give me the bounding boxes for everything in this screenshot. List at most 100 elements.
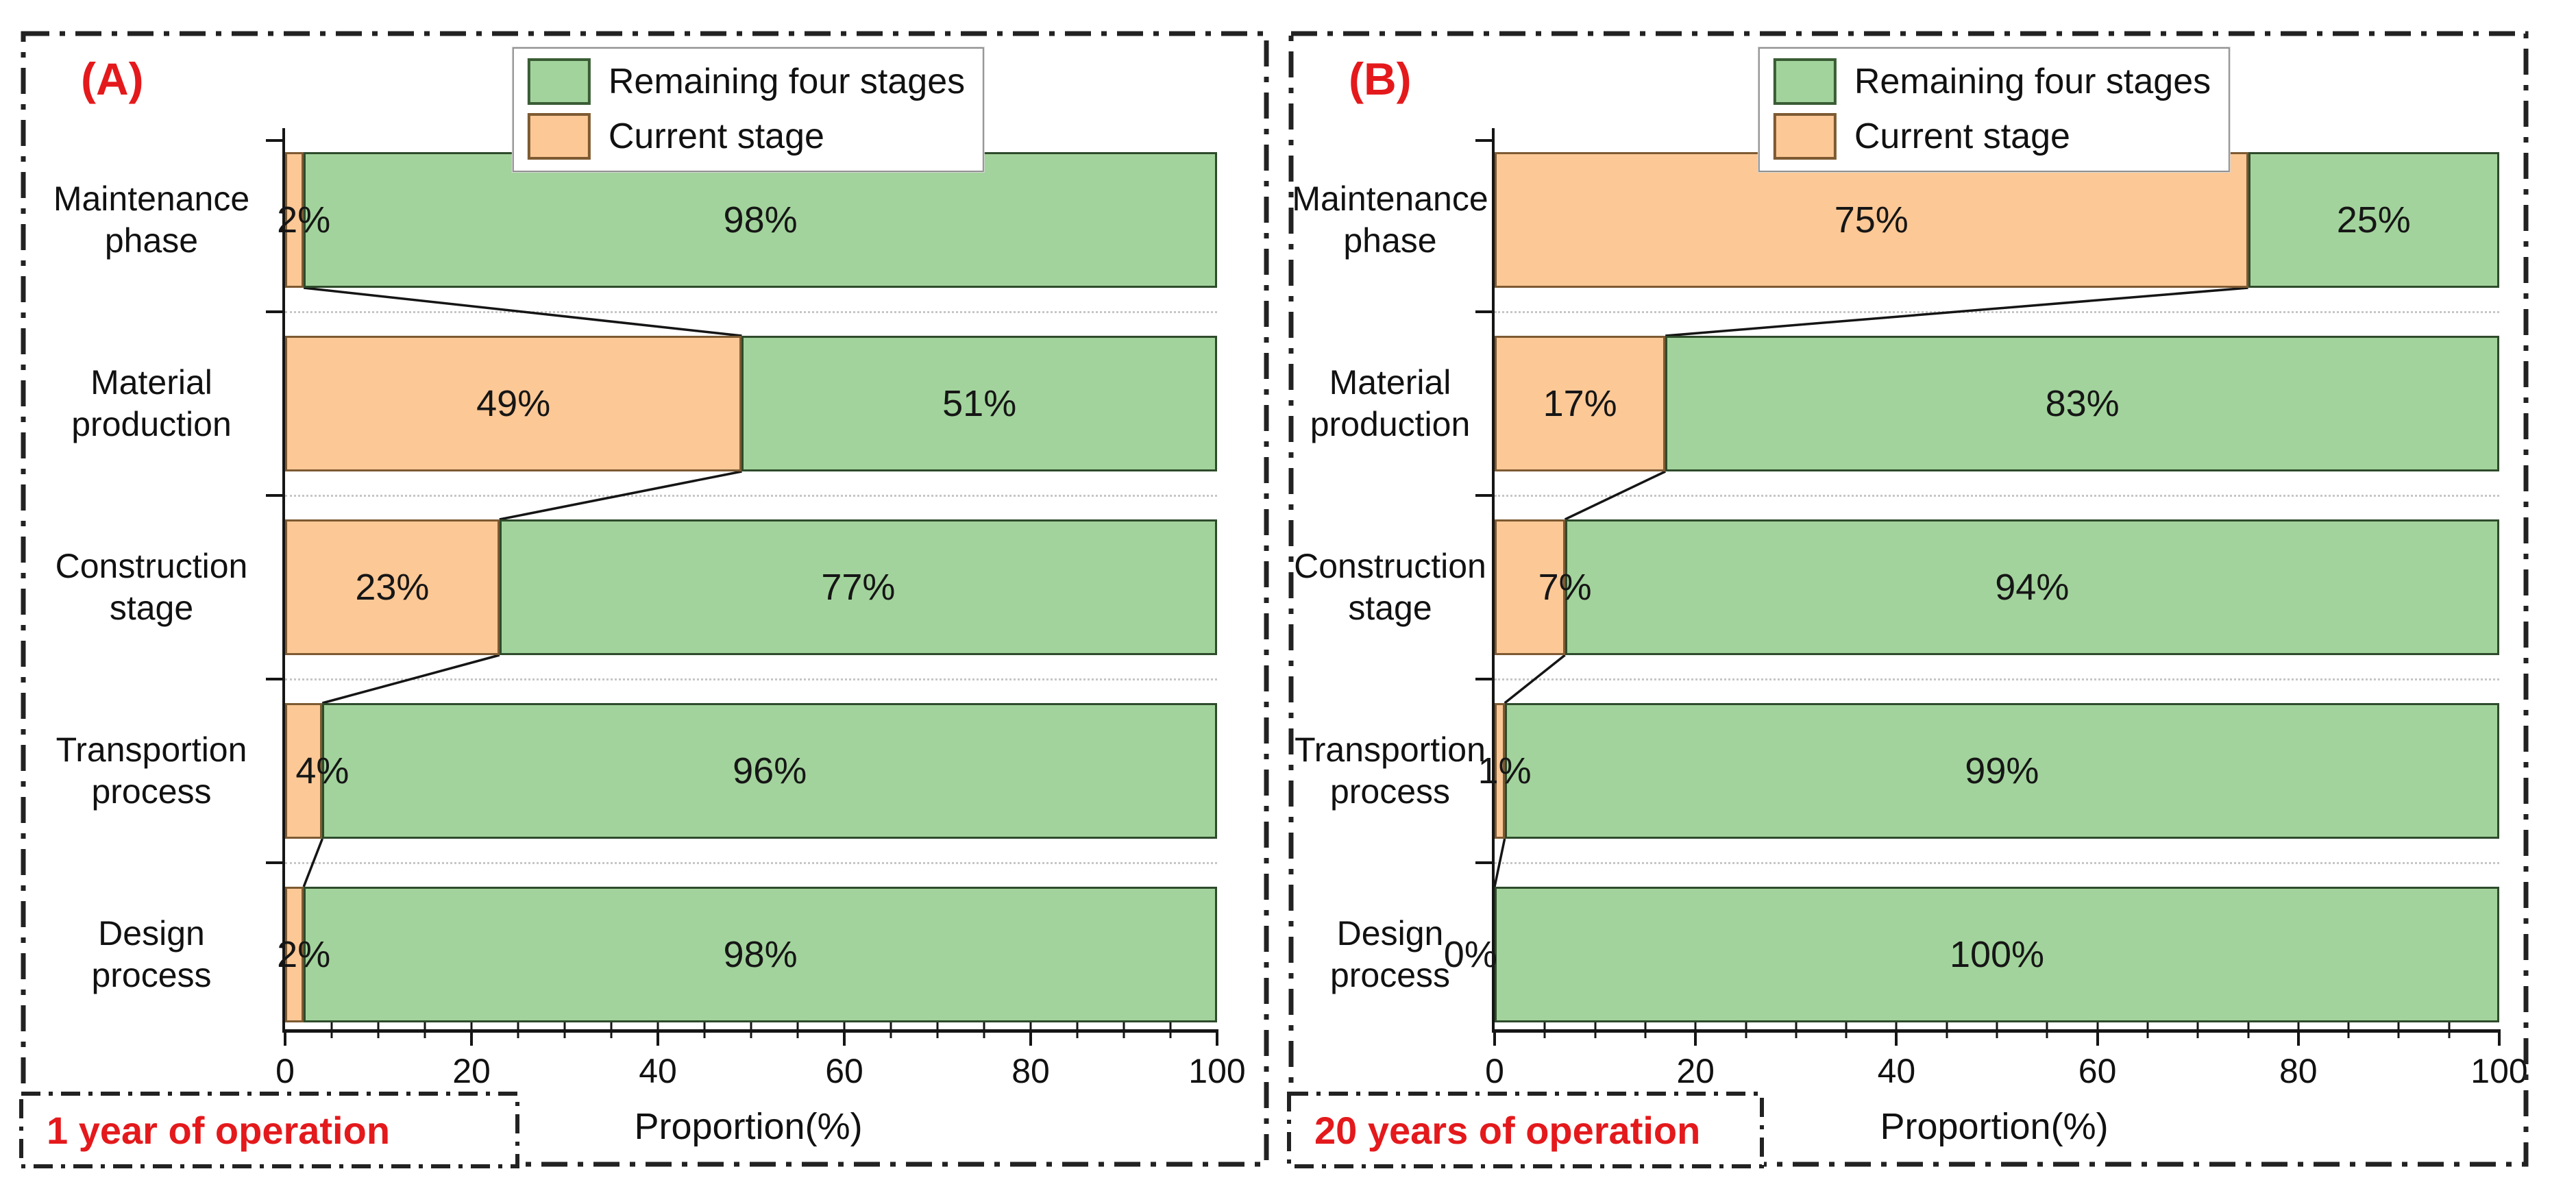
- connector-line: [1564, 470, 1666, 521]
- x-axis-minor-tick: [377, 1029, 380, 1038]
- x-axis-tick-label: 0: [1485, 1052, 1504, 1090]
- legend-label-remaining: Remaining four stages: [1854, 62, 2211, 101]
- x-axis-minor-tick: [796, 1029, 799, 1038]
- panel-b: (B) Remaining four stages Current stage …: [1287, 31, 2529, 1168]
- x-axis-minor-tick: [424, 1029, 426, 1038]
- x-axis-major-tick: [843, 1029, 846, 1046]
- y-axis-tick: [1475, 861, 1495, 864]
- x-axis-major-tick: [1895, 1029, 1898, 1046]
- x-axis-tick-label: 60: [2078, 1052, 2117, 1090]
- remaining-stages-value-label: 94%: [1995, 567, 2070, 608]
- x-axis-tick-label: 20: [452, 1052, 491, 1090]
- y-axis-tick: [266, 494, 285, 497]
- stacked-bar-row: 2% 98%: [277, 152, 1217, 288]
- remaining-stages-value-label: 100%: [1949, 934, 2045, 975]
- legend: Remaining four stages Current stage: [1758, 47, 2231, 172]
- x-axis-minor-tick: [2347, 1029, 2350, 1038]
- current-stage-value-label: 75%: [1834, 199, 1909, 241]
- remaining-stages-value-label: 83%: [2045, 383, 2120, 424]
- legend-swatch-current: [527, 113, 591, 160]
- x-axis-tick-label: 40: [1877, 1052, 1916, 1090]
- connector-line: [304, 286, 742, 337]
- x-axis-major-tick: [657, 1029, 659, 1046]
- x-axis-major-tick: [1216, 1029, 1218, 1046]
- connector-line: [1495, 838, 1506, 887]
- y-axis-tick: [266, 139, 285, 142]
- current-stage-value-label: 2%: [277, 199, 331, 241]
- current-stage-value-label: 49%: [476, 383, 551, 424]
- remaining-stages-value-label: 98%: [723, 934, 798, 975]
- y-axis-tick: [1475, 678, 1495, 680]
- x-axis-minor-tick: [703, 1029, 706, 1038]
- stacked-bar-row: 1% 99%: [1478, 703, 2499, 839]
- stacked-bar-row: 2% 98%: [277, 887, 1217, 1022]
- current-stage-value-label: 2%: [277, 934, 331, 975]
- legend-label-current: Current stage: [1854, 116, 2070, 156]
- x-axis-minor-tick: [1996, 1029, 1998, 1038]
- x-axis-minor-tick: [1169, 1029, 1172, 1038]
- remaining-stages-value-label: 96%: [733, 750, 807, 791]
- x-axis-major-tick: [2096, 1029, 2099, 1046]
- stacked-bar-row: 7% 94%: [1495, 519, 2499, 655]
- category-label: Material production: [71, 363, 232, 443]
- x-axis-tick-label: 20: [1676, 1052, 1715, 1090]
- stacked-bar-row: 4% 96%: [285, 703, 1217, 839]
- x-axis-tick-label: 80: [2279, 1052, 2318, 1090]
- remaining-stages-value-label: 98%: [723, 199, 798, 241]
- x-axis-minor-tick: [750, 1029, 752, 1038]
- legend-row-remaining: Remaining four stages: [1773, 58, 2211, 105]
- legend-swatch-current: [1773, 113, 1837, 160]
- x-axis-minor-tick: [2397, 1029, 2400, 1038]
- legend-label-remaining: Remaining four stages: [608, 62, 966, 101]
- y-axis-tick: [1475, 494, 1495, 497]
- x-axis-minor-tick: [983, 1029, 985, 1038]
- connector-line: [499, 470, 742, 521]
- x-axis-tick-label: 100: [2470, 1052, 2528, 1090]
- x-axis-minor-tick: [1845, 1029, 1848, 1038]
- x-axis-tick-label: 60: [825, 1052, 863, 1090]
- plot-area: 75% 25% 17% 83% 7% 94% 1% 99% 0% 100% 0 20 40 60 80 100: [1444, 128, 2528, 1090]
- legend-row-remaining: Remaining four stages: [527, 58, 966, 105]
- x-axis-major-tick: [470, 1029, 473, 1046]
- x-axis-minor-tick: [1076, 1029, 1079, 1038]
- x-axis-major-tick: [284, 1029, 286, 1046]
- connector-line: [1504, 654, 1566, 704]
- x-axis-tick-label: 100: [1188, 1052, 1246, 1090]
- category-label: Material production: [1310, 363, 1471, 443]
- period-label: 1 year of operation: [47, 1108, 391, 1152]
- x-axis-minor-tick: [936, 1029, 939, 1038]
- stacked-bar-row: 0% 100%: [1444, 887, 2499, 1022]
- x-axis-tick-label: 40: [639, 1052, 677, 1090]
- legend-row-current: Current stage: [527, 113, 965, 160]
- stacked-bar-row: 17% 83%: [1495, 336, 2499, 471]
- x-axis-minor-tick: [1795, 1029, 1798, 1038]
- stacked-bar-row: 75% 25%: [1495, 152, 2499, 288]
- y-axis-tick: [1475, 310, 1495, 313]
- category-label: Maintenance phase: [53, 180, 250, 260]
- remaining-stages-value-label: 99%: [1965, 750, 2039, 791]
- x-axis-minor-tick: [1745, 1029, 1747, 1038]
- panel-a: (A) Remaining four stages Current stage …: [19, 31, 1269, 1168]
- category-label: Construction stage: [55, 547, 248, 627]
- x-axis-major-tick: [1694, 1029, 1697, 1046]
- legend: Remaining four stages Current stage: [512, 47, 985, 172]
- current-stage-value-label: 23%: [355, 567, 430, 608]
- current-stage-value-label: 1%: [1477, 750, 1532, 791]
- x-axis-major-tick: [2296, 1029, 2300, 1046]
- x-axis-minor-tick: [1594, 1029, 1597, 1038]
- legend-row-current: Current stage: [1773, 113, 2211, 160]
- remaining-stages-value-label: 25%: [2336, 199, 2411, 241]
- connector-line: [302, 838, 324, 887]
- x-axis-minor-tick: [610, 1029, 613, 1038]
- category-label: Construction stage: [1294, 547, 1486, 627]
- category-axis-labels: Maintenance phase Material production Cons…: [21, 140, 282, 1029]
- current-stage-value-label: 7%: [1538, 567, 1592, 608]
- x-axis-minor-tick: [890, 1029, 892, 1038]
- panel-b-tag: (B): [1349, 53, 1412, 104]
- x-axis-minor-tick: [1543, 1029, 1546, 1038]
- category-label: Maintenance phase: [1292, 180, 1488, 260]
- remaining-stages-value-label: 77%: [821, 567, 896, 608]
- x-axis-minor-tick: [1123, 1029, 1125, 1038]
- remaining-stages-value-label: 51%: [942, 383, 1017, 424]
- connector-line: [321, 654, 500, 704]
